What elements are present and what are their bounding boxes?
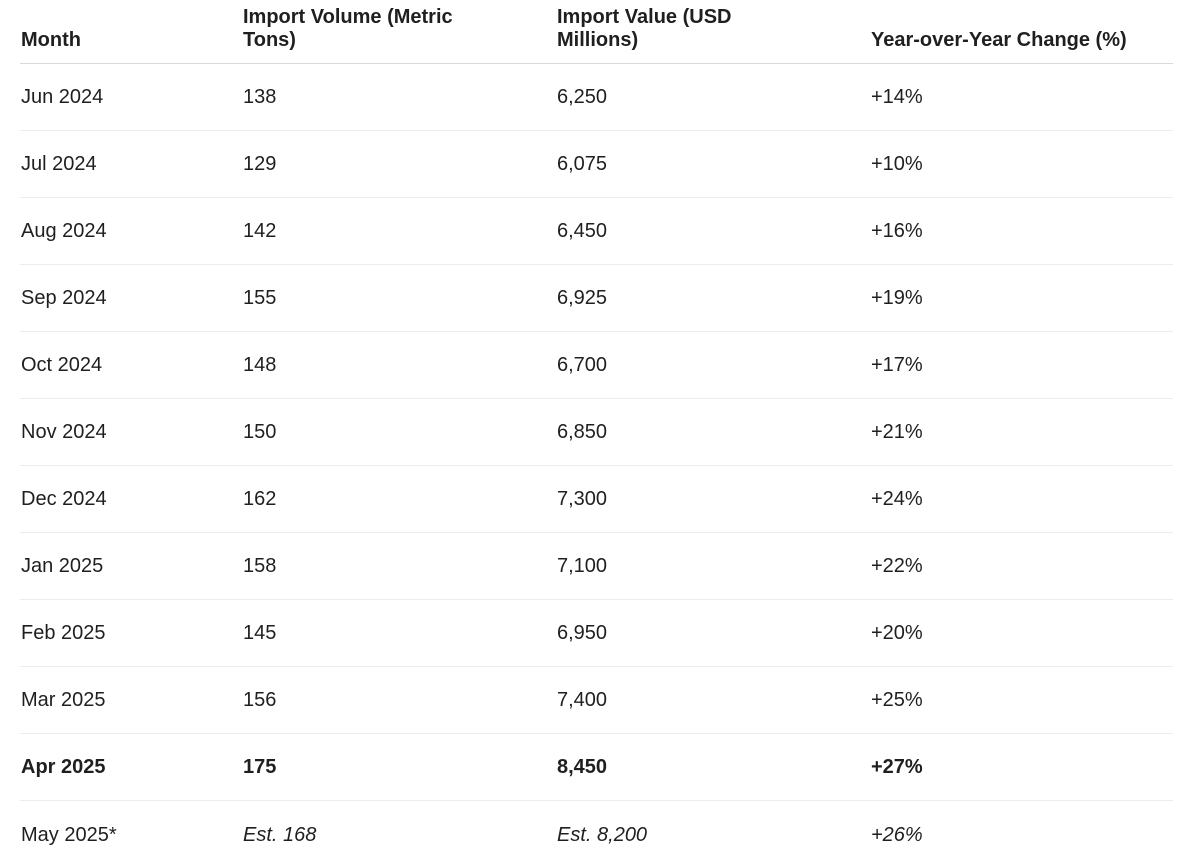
change-cell: +24%: [871, 488, 923, 510]
change-cell: +26%: [871, 823, 923, 846]
change-cell: +27%: [871, 756, 923, 778]
month-cell: Aug 2024: [21, 220, 107, 242]
value-cell: 6,700: [557, 354, 608, 376]
table-row: Jul 2024 129 6,075 +10%: [20, 131, 1173, 198]
value-cell: 6,850: [557, 421, 608, 443]
header-import-value: Import Value (USD Millions): [557, 6, 732, 51]
change-cell: +10%: [871, 153, 923, 175]
value-cell: 7,100: [557, 555, 608, 577]
change-cell: +21%: [871, 421, 923, 443]
month-cell: Jul 2024: [21, 153, 97, 175]
value-cell: 8,450: [557, 756, 608, 778]
month-cell: Sep 2024: [21, 287, 107, 309]
month-cell: Apr 2025: [21, 756, 106, 778]
header-yoy-change: Year-over-Year Change (%): [871, 29, 1127, 51]
month-cell: Mar 2025: [21, 689, 106, 711]
volume-cell: 138: [243, 86, 277, 108]
change-cell: +14%: [871, 86, 923, 108]
import-data-table: Month Import Volume (Metric Tons) Import…: [20, 0, 1173, 868]
change-cell: +17%: [871, 354, 923, 376]
volume-cell: 175: [243, 756, 277, 778]
month-cell: Nov 2024: [21, 421, 107, 443]
value-cell: 6,075: [557, 153, 608, 175]
table-row: Dec 2024 162 7,300 +24%: [20, 466, 1173, 533]
volume-cell: 155: [243, 287, 277, 309]
volume-cell: 142: [243, 220, 277, 242]
header-import-volume: Import Volume (Metric Tons): [243, 6, 453, 51]
month-cell: Dec 2024: [21, 488, 107, 510]
table-row: Sep 2024 155 6,925 +19%: [20, 265, 1173, 332]
table-row: Feb 2025 145 6,950 +20%: [20, 600, 1173, 667]
volume-cell: 145: [243, 622, 277, 644]
table-row: Jan 2025 158 7,100 +22%: [20, 533, 1173, 600]
month-cell: Jun 2024: [21, 86, 104, 108]
table-row: Mar 2025 156 7,400 +25%: [20, 667, 1173, 734]
value-cell: 7,400: [557, 689, 608, 711]
table-row: Jun 2024 138 6,250 +14%: [20, 64, 1173, 131]
change-cell: +20%: [871, 622, 923, 644]
table-row: Nov 2024 150 6,850 +21%: [20, 399, 1173, 466]
change-cell: +25%: [871, 689, 923, 711]
change-cell: +22%: [871, 555, 923, 577]
change-cell: +16%: [871, 220, 923, 242]
value-cell: Est. 8,200: [557, 823, 648, 846]
value-cell: 6,925: [557, 287, 608, 309]
month-cell: Feb 2025: [21, 622, 106, 644]
value-cell: 6,250: [557, 86, 608, 108]
month-cell: May 2025*: [21, 823, 117, 846]
volume-cell: 156: [243, 689, 277, 711]
month-cell: Oct 2024: [21, 354, 103, 376]
change-cell: +19%: [871, 287, 923, 309]
volume-cell: 150: [243, 421, 277, 443]
table-row-highlighted: Apr 2025 175 8,450 +27%: [20, 734, 1173, 801]
month-cell: Jan 2025: [21, 555, 104, 577]
volume-cell: 129: [243, 153, 277, 175]
volume-cell: Est. 168: [243, 823, 317, 846]
table-header-row: Month Import Volume (Metric Tons) Import…: [20, 0, 1173, 64]
volume-cell: 158: [243, 555, 277, 577]
value-cell: 7,300: [557, 488, 608, 510]
table-row-estimate: May 2025* Est. 168 Est. 8,200 +26%: [20, 801, 1173, 868]
table-row: Aug 2024 142 6,450 +16%: [20, 198, 1173, 265]
volume-cell: 162: [243, 488, 277, 510]
header-month: Month: [21, 29, 81, 51]
volume-cell: 148: [243, 354, 277, 376]
value-cell: 6,450: [557, 220, 608, 242]
value-cell: 6,950: [557, 622, 608, 644]
table-row: Oct 2024 148 6,700 +17%: [20, 332, 1173, 399]
